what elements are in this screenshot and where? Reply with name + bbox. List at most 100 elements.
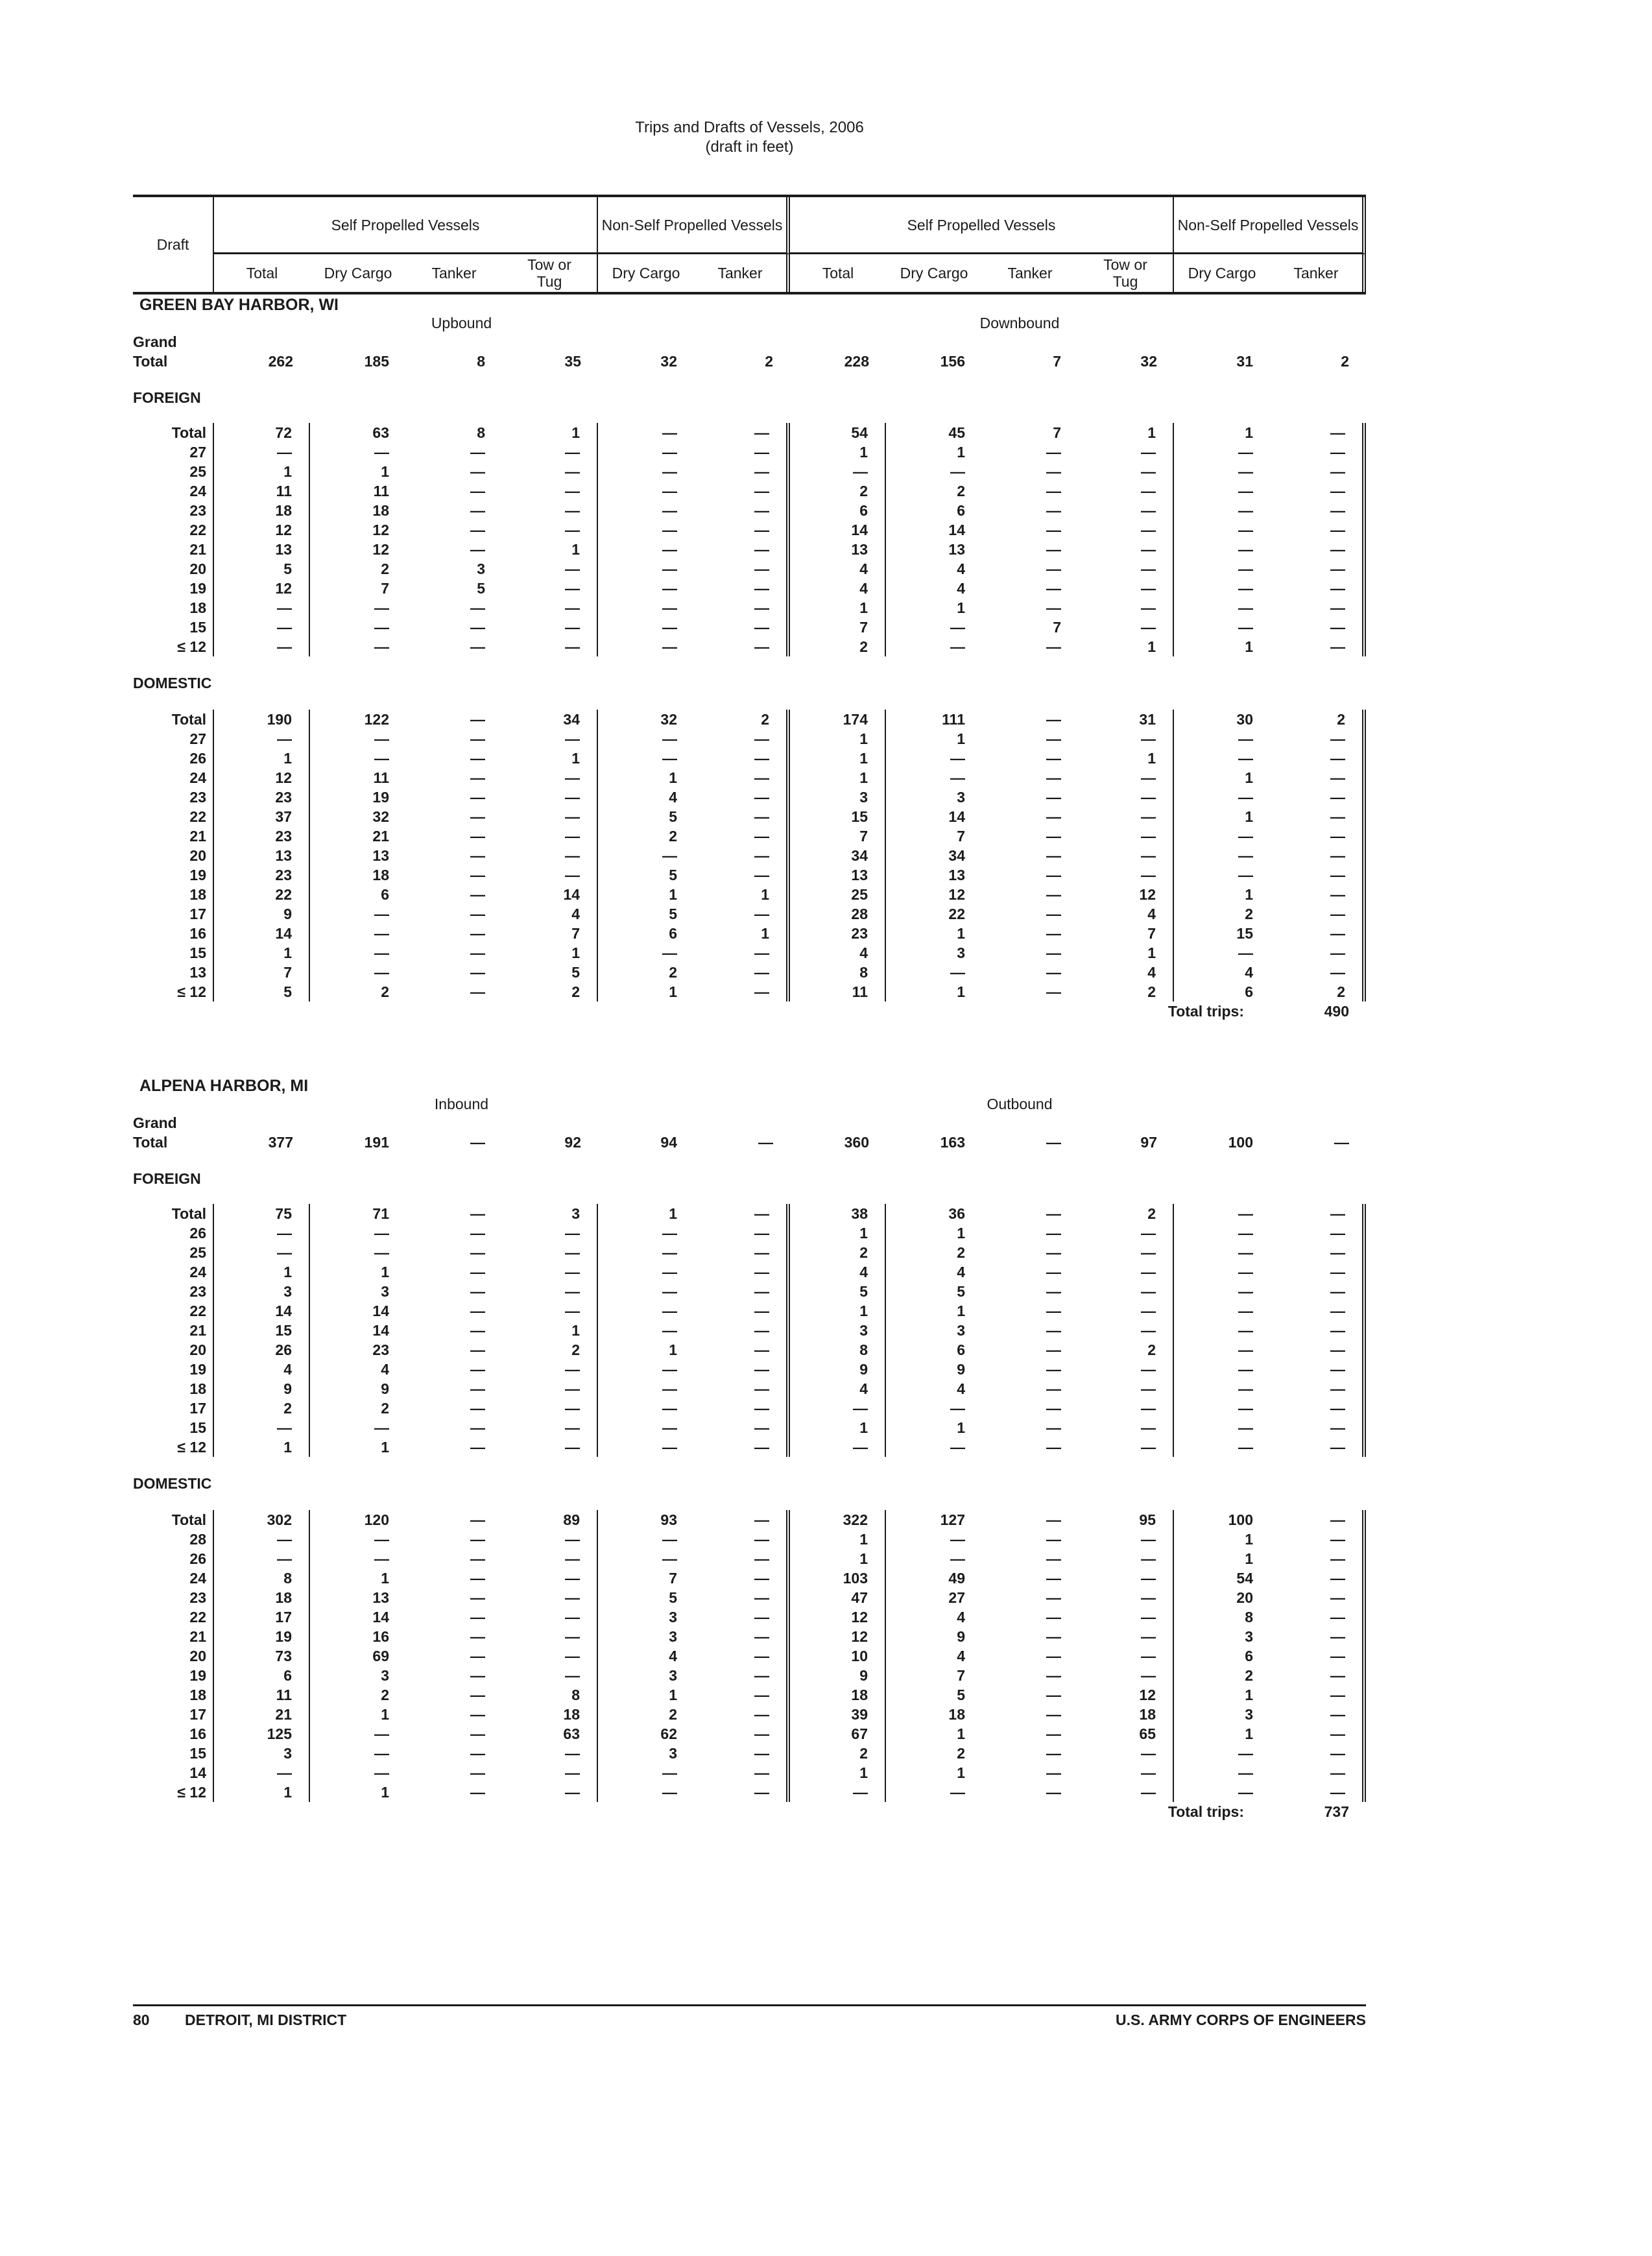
value-cell: 3 bbox=[214, 1744, 310, 1763]
value-cell: 1 bbox=[214, 943, 310, 963]
value-cell: 7 bbox=[1053, 424, 1061, 441]
value-cell: — bbox=[502, 1301, 598, 1321]
value-cell: — bbox=[790, 1398, 886, 1418]
table-row: 19 23 18— —5—13 13— — — — bbox=[133, 865, 1366, 885]
value-cell: — bbox=[1238, 619, 1253, 636]
table-row: 13 7— —5 2—8— —4 4— bbox=[133, 963, 1366, 982]
value-cell: — bbox=[1078, 442, 1174, 462]
value-cell: 36 bbox=[948, 1205, 965, 1222]
value-cell: — bbox=[950, 1550, 965, 1567]
value-cell: 2 bbox=[957, 483, 965, 499]
table-row: 26— — — — — —1— — —1— bbox=[133, 1549, 1366, 1568]
value-cell: 1 bbox=[957, 1764, 965, 1781]
value-cell: — bbox=[1238, 560, 1253, 577]
value-cell: — bbox=[470, 483, 485, 499]
value-cell: — bbox=[1046, 638, 1061, 655]
value-cell: 28 bbox=[790, 904, 886, 924]
value-cell: 1 bbox=[214, 1262, 310, 1282]
value-cell: — bbox=[1078, 1744, 1174, 1763]
value-cell: — bbox=[374, 1225, 389, 1242]
value-cell: — bbox=[694, 1379, 790, 1398]
total-trips-value: 490 bbox=[1324, 1003, 1349, 1020]
value-cell: — bbox=[214, 598, 310, 618]
value-cell: — bbox=[662, 1322, 677, 1339]
column-header-tow-or-tug: Tow or Tug bbox=[502, 254, 598, 292]
value-cell: 1 bbox=[957, 599, 965, 616]
value-cell: — bbox=[1238, 1341, 1253, 1358]
value-cell: 2 bbox=[790, 1744, 886, 1763]
value-cell: 4 bbox=[1078, 904, 1174, 924]
value-cell: — bbox=[470, 1244, 485, 1261]
value-cell: 11 bbox=[790, 982, 886, 1002]
value-cell: 16 bbox=[372, 1628, 389, 1645]
value-cell: — bbox=[694, 1685, 790, 1705]
value-cell: — bbox=[1238, 1302, 1253, 1319]
value-cell: 12 bbox=[372, 541, 389, 558]
value-cell: 14 bbox=[372, 1322, 389, 1339]
harbor-title: GREEN BAY HARBOR, WI bbox=[139, 296, 339, 314]
value-cell: — bbox=[1046, 1745, 1061, 1762]
value-cell: — bbox=[470, 1609, 485, 1626]
value-cell: — bbox=[1078, 559, 1174, 579]
value-cell: — bbox=[662, 483, 677, 499]
value-cell: 11 bbox=[214, 1685, 310, 1705]
value-cell: 10 bbox=[790, 1646, 886, 1666]
value-cell: 1 bbox=[694, 885, 790, 904]
value-cell: — bbox=[1078, 729, 1174, 749]
value-cell: 1 bbox=[669, 886, 677, 903]
value-cell: 14 bbox=[372, 1302, 389, 1319]
value-cell: — bbox=[662, 1400, 677, 1417]
value-cell: 5 bbox=[957, 1283, 965, 1300]
value-cell: — bbox=[502, 618, 598, 637]
value-cell: 54 bbox=[790, 423, 886, 442]
value-cell: 1 bbox=[1245, 424, 1253, 441]
table-row: 22 12 12— — — —14 14— — — — bbox=[133, 520, 1366, 540]
value-cell: — bbox=[470, 1380, 485, 1397]
value-cell: 14 bbox=[502, 885, 598, 904]
grand-total-value: 2 bbox=[1341, 353, 1349, 370]
value-cell: — bbox=[470, 1764, 485, 1781]
value-cell: — bbox=[1078, 1262, 1174, 1282]
value-cell: 67 bbox=[790, 1724, 886, 1744]
value-cell: — bbox=[1270, 1262, 1366, 1282]
value-cell: 22 bbox=[214, 885, 310, 904]
value-cell: — bbox=[1078, 1418, 1174, 1437]
draft-label: 17 bbox=[133, 1705, 214, 1724]
table-row: 23 23 19— —4—3 3— — — — bbox=[133, 787, 1366, 807]
column-header-dry-cargo: Dry Cargo bbox=[900, 265, 968, 282]
value-cell: — bbox=[1270, 1568, 1366, 1588]
value-cell: — bbox=[1046, 1609, 1061, 1626]
value-cell: — bbox=[470, 599, 485, 616]
draft-label: 24 bbox=[133, 481, 214, 501]
value-cell: 3 bbox=[1245, 1628, 1253, 1645]
value-cell: 14 bbox=[790, 520, 886, 540]
value-cell: — bbox=[1238, 1322, 1253, 1339]
value-cell: 4 bbox=[790, 559, 886, 579]
value-cell: 4 bbox=[957, 1264, 965, 1280]
table-row: 24 11 11— — — —2 2— — — — bbox=[133, 481, 1366, 501]
table-row: 26— — — — — —1 1— — — — bbox=[133, 1223, 1366, 1243]
page-footer: 80 DETROIT, MI DISTRICT U.S. ARMY CORPS … bbox=[133, 2004, 1366, 2029]
draft-label: 22 bbox=[133, 1607, 214, 1627]
direction-left-label: Inbound bbox=[434, 1096, 489, 1112]
value-cell: — bbox=[1238, 1784, 1253, 1801]
table-row: 16 14— —7 6 1 23 1—7 15— bbox=[133, 924, 1366, 943]
value-cell: — bbox=[502, 1588, 598, 1607]
value-cell: — bbox=[1078, 846, 1174, 865]
grand-total-value: 31 bbox=[1236, 353, 1253, 370]
value-cell: — bbox=[694, 1510, 790, 1530]
draft-label: ≤ 12 bbox=[133, 1437, 214, 1457]
value-cell: — bbox=[1046, 828, 1061, 845]
draft-label: 17 bbox=[133, 1398, 214, 1418]
value-cell: 2 bbox=[1078, 1204, 1174, 1223]
draft-label: 23 bbox=[133, 1588, 214, 1607]
value-cell: 12 bbox=[214, 520, 310, 540]
value-cell: — bbox=[662, 1264, 677, 1280]
value-cell: — bbox=[1270, 826, 1366, 846]
value-cell: 9 bbox=[957, 1361, 965, 1378]
value-cell: — bbox=[662, 750, 677, 767]
value-cell: — bbox=[1270, 598, 1366, 618]
value-cell: — bbox=[1238, 1283, 1253, 1300]
draft-label: 27 bbox=[133, 442, 214, 462]
value-cell: — bbox=[1046, 522, 1061, 538]
